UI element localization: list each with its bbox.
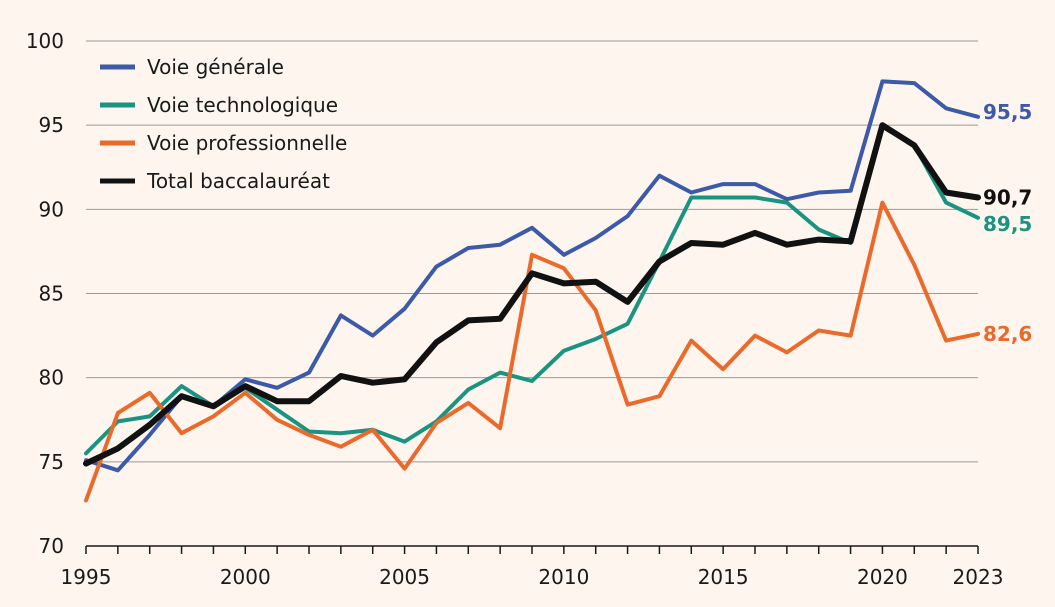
gridlines	[86, 40, 978, 463]
y-tick-label: 75	[39, 450, 64, 474]
legend: Voie générale Voie technologique Voie prof…	[100, 55, 347, 193]
x-tick-label: 2005	[379, 565, 430, 589]
end-label-voie-professionnelle: 82,6	[983, 322, 1032, 346]
y-tick-label: 80	[39, 366, 64, 390]
series-lines	[83, 79, 981, 503]
x-tick-label: 2000	[220, 565, 271, 589]
legend-label: Voie générale	[147, 55, 284, 79]
y-axis-ticks: 70 75 80 85 90 95 100	[26, 29, 64, 558]
x-tick-label: 2015	[698, 565, 749, 589]
end-label-total-baccalaureat: 90,7	[983, 186, 1032, 210]
x-tick-label: 1995	[61, 565, 112, 589]
legend-label: Total baccalauréat	[146, 169, 330, 193]
x-tick-label: 2023	[953, 565, 1004, 589]
x-tick-label: 2020	[857, 565, 908, 589]
series-line-voie-professionnelle	[84, 200, 980, 503]
y-tick-label: 70	[39, 534, 64, 558]
series-line-voie-generale	[84, 79, 980, 473]
end-label-voie-technologique: 89,5	[983, 212, 1032, 236]
y-tick-label: 90	[39, 197, 64, 221]
y-tick-label: 85	[39, 282, 64, 306]
legend-label: Voie professionnelle	[147, 131, 347, 155]
y-tick-label: 95	[39, 113, 64, 137]
legend-label: Voie technologique	[147, 93, 338, 117]
series-line-total-baccalaureat	[83, 122, 981, 467]
y-tick-label: 100	[26, 29, 64, 53]
end-label-voie-generale: 95,5	[983, 100, 1032, 124]
end-labels: 95,5 89,5 82,6 90,7	[983, 100, 1032, 346]
x-axis: 1995 2000 2005 2010 2015 2020 2023	[61, 545, 1004, 589]
x-tick-label: 2010	[538, 565, 589, 589]
